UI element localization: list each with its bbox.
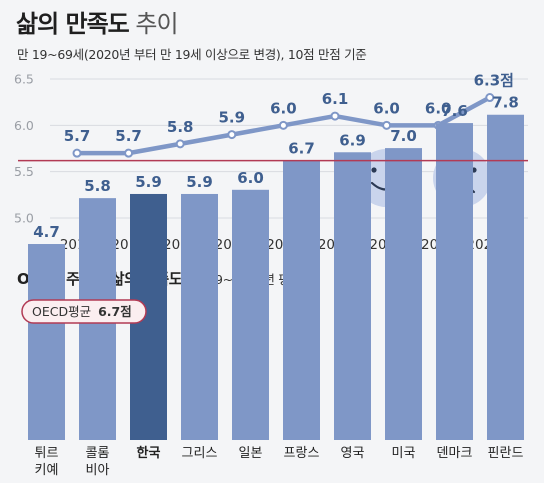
y-tick-label: 6.0	[14, 118, 34, 133]
sad-face-icon	[433, 149, 491, 207]
smiley-face-icon	[357, 149, 415, 207]
bar-chart-title-main: OECD 주요국 삶의 만족도	[17, 270, 183, 288]
line-point-label: 6.1	[322, 90, 349, 108]
line-point-label: 5.9	[219, 109, 246, 127]
line-chart-title-suffix: 추이	[135, 10, 178, 38]
bar-category-label: 프랑스	[284, 446, 320, 461]
x-tick-label: 2020	[421, 237, 455, 253]
line-chart-subtitle: 만 19~69세(2020년 부터 만 19세 이상으로 변경), 10점 만점…	[17, 47, 367, 62]
bar-category-label: 비아	[86, 463, 110, 478]
line-point-label: 5.7	[64, 127, 91, 145]
line-point-label: 6.0	[270, 99, 297, 117]
line-point	[485, 93, 495, 103]
x-tick-label: 2015	[163, 237, 197, 253]
bar-chart-title: OECD 주요국 삶의 만족도 2019~2021년 평균	[17, 268, 301, 289]
bar-category-label: 일본	[239, 446, 263, 461]
bar-chart-period: 2019~2021년 평균	[192, 272, 301, 287]
line-chart: 5.0 5.5 6.0 6.5 2013 2014 2015 2016 2017 2018 2019…	[14, 72, 528, 253]
x-tick-label: 2014	[111, 237, 145, 253]
line-point-label: 6.0	[425, 99, 452, 117]
line-chart-title: 삶의 만족도 추이	[16, 4, 179, 39]
bar-category-label: 한국	[137, 445, 161, 461]
x-tick-label: 2021년	[466, 237, 513, 253]
line-point	[278, 120, 288, 130]
oecd-average-label: OECD평균	[32, 304, 91, 319]
oecd-average-value: 6.7점	[98, 304, 132, 319]
y-tick-label: 5.0	[14, 211, 34, 226]
x-tick-label: 2017	[266, 237, 300, 253]
x-tick-label: 2016	[215, 237, 249, 253]
line-point	[175, 139, 185, 149]
bar-category-label: 튀르	[35, 446, 59, 461]
line-point-label: 6.3점	[474, 72, 514, 90]
line-point	[227, 130, 237, 140]
line-point-label: 5.8	[167, 118, 194, 136]
line-point	[382, 120, 392, 130]
svg-text:OECD평균 6.7점: OECD평균 6.7점	[32, 304, 132, 319]
bar-category-label: 덴마크	[437, 446, 473, 461]
y-tick-label: 5.5	[14, 164, 34, 179]
bar-category-label: 그리스	[182, 446, 218, 461]
line-point-label: 5.7	[115, 127, 142, 145]
bar-category-label: 콜롬	[86, 446, 110, 461]
line-point	[124, 148, 134, 158]
bar-category-label: 키예	[35, 463, 59, 478]
x-tick-label: 2018	[318, 237, 352, 253]
line-point	[72, 148, 82, 158]
line-point	[330, 111, 340, 121]
bar-category-label: 영국	[341, 446, 365, 461]
x-tick-label: 2019	[369, 237, 403, 253]
x-tick-label: 2013	[60, 237, 94, 253]
bar-category-label: 핀란드	[488, 446, 524, 461]
line-point-label: 6.0	[373, 99, 400, 117]
y-tick-label: 6.5	[14, 72, 34, 87]
line-point	[433, 120, 443, 130]
line-chart-title-main: 삶의 만족도	[16, 10, 130, 38]
bar-category-label: 미국	[392, 446, 416, 461]
oecd-average-badge: OECD평균 6.7점	[21, 299, 147, 324]
